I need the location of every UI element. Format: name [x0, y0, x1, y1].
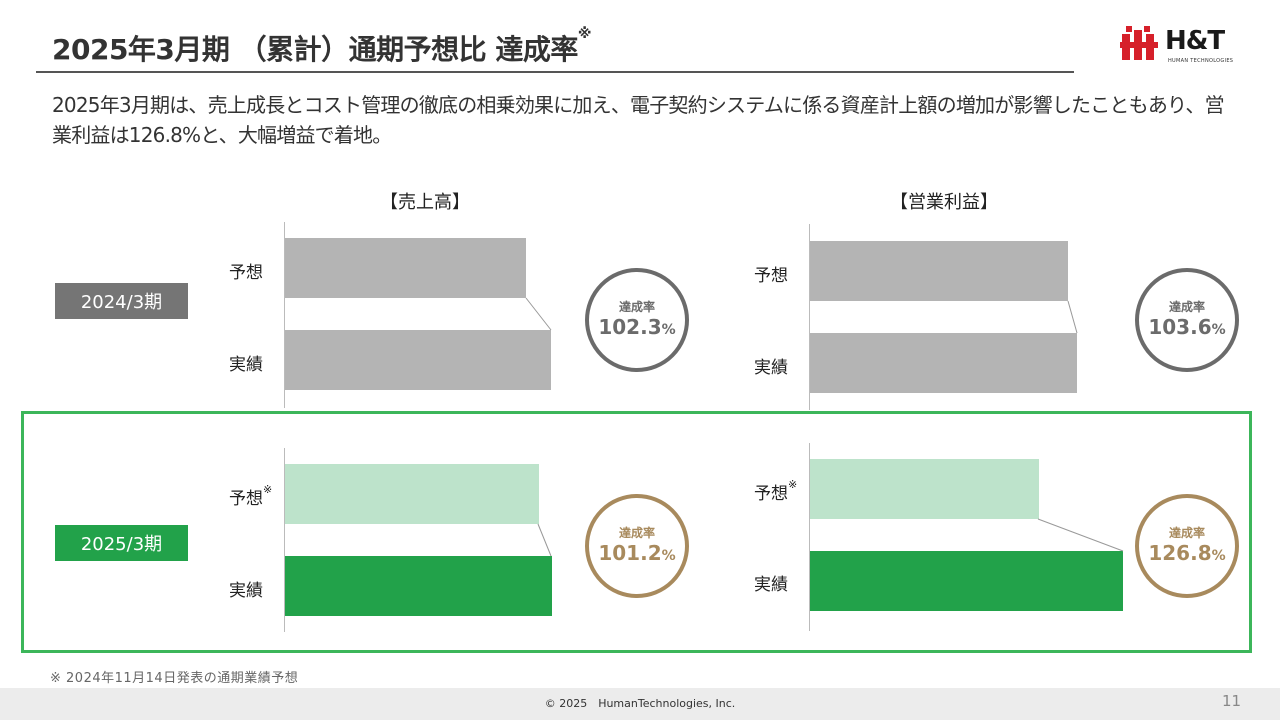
title-note-mark: ※: [577, 26, 592, 42]
page-title: 2025年3月期 （累計）通期予想比 達成率※: [52, 26, 592, 68]
title-divider: [36, 71, 1074, 73]
profit-2025-axis: [809, 443, 810, 631]
badge-unit: %: [1211, 548, 1226, 564]
profit-2025-achievement-badge: 達成率 126.8%: [1135, 494, 1239, 598]
title-text: 2025年3月期 （累計）通期予想比 達成率: [52, 33, 578, 66]
sales-2025-actual-label: 実績: [229, 581, 263, 601]
profit-2024-actual-bar: [810, 333, 1077, 393]
sales-2024-axis: [284, 222, 285, 408]
badge-label: 達成率: [618, 300, 655, 314]
badge-unit: %: [661, 322, 676, 338]
fy2025-highlight-frame: [21, 411, 1252, 653]
sales-2025-connector: [537, 523, 552, 557]
profit-2024-forecast-label: 予想: [754, 266, 788, 286]
profit-2024-achievement-badge: 達成率 103.6%: [1135, 268, 1239, 372]
badge-value: 103.6: [1148, 315, 1212, 339]
footer-bar: [0, 688, 1280, 720]
lead-text: 2025年3月期は、売上成長とコスト管理の徹底の相乗効果に加え、電子契約システム…: [52, 93, 1225, 147]
badge-label: 達成率: [1168, 526, 1205, 540]
badge-label: 達成率: [1168, 300, 1205, 314]
logo-subtext: HUMAN TECHNOLOGIES: [1168, 58, 1234, 64]
sales-2024-actual-bar: [285, 330, 551, 390]
chart-title-operating-profit: 【営業利益】: [890, 192, 998, 213]
badge-value: 102.3: [598, 315, 662, 339]
profit-2025-forecast-bar: [810, 459, 1039, 519]
sales-2024-forecast-bar: [285, 238, 526, 298]
badge-unit: %: [661, 548, 676, 564]
badge-label: 達成率: [618, 526, 655, 540]
forecast-text: 予想: [754, 484, 788, 504]
forecast-note-mark: ※: [263, 483, 273, 497]
period-label-2024: 2024/3期: [55, 283, 188, 319]
profit-2025-connector: [1037, 518, 1124, 552]
sales-2024-achievement-badge: 達成率 102.3%: [585, 268, 689, 372]
badge-unit: %: [1211, 322, 1226, 338]
profit-2024-forecast-bar: [810, 241, 1068, 301]
sales-2025-axis: [284, 448, 285, 632]
sales-2024-forecast-label: 予想: [229, 263, 263, 283]
badge-value: 101.2: [598, 541, 662, 565]
profit-2025-actual-bar: [810, 551, 1123, 611]
footnote: ※ 2024年11月14日発表の通期業績予想: [50, 671, 299, 686]
company-logo-icon: [1120, 26, 1164, 66]
sales-2025-forecast-label: 予想※: [229, 483, 273, 509]
sales-2025-actual-bar: [285, 556, 552, 616]
sales-2025-achievement-badge: 達成率 101.2%: [585, 494, 689, 598]
chart-title-sales: 【売上高】: [380, 192, 470, 213]
profit-2024-connector: [1067, 300, 1078, 334]
badge-value: 126.8: [1148, 541, 1212, 565]
profit-2025-actual-label: 実績: [754, 575, 788, 595]
profit-2024-axis: [809, 224, 810, 410]
sales-2024-actual-label: 実績: [229, 355, 263, 375]
period-label-2025: 2025/3期: [55, 525, 188, 561]
sales-2025-forecast-bar: [285, 464, 539, 524]
forecast-note-mark: ※: [788, 478, 798, 492]
profit-2024-actual-label: 実績: [754, 358, 788, 378]
profit-2025-forecast-label: 予想※: [754, 478, 798, 504]
copyright: © 2025 HumanTechnologies, Inc.: [544, 697, 736, 710]
sales-2024-connector: [525, 297, 552, 331]
forecast-text: 予想: [229, 489, 263, 509]
logo-text: H&T: [1165, 26, 1225, 56]
page-number: 11: [1222, 692, 1242, 710]
